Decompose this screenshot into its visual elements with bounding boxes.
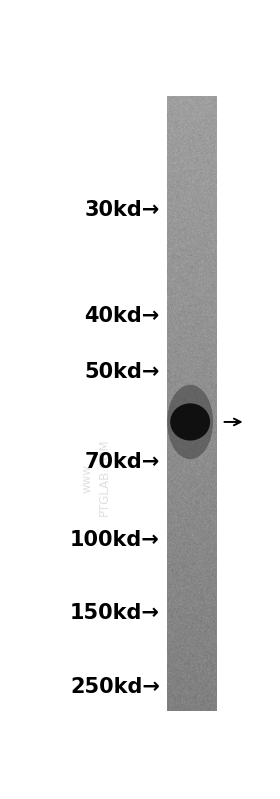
Text: 30kd→: 30kd→	[85, 200, 160, 220]
Text: 250kd→: 250kd→	[70, 677, 160, 697]
Text: 40kd→: 40kd→	[85, 306, 160, 326]
Text: www.
PTGLAB.COM: www. PTGLAB.COM	[81, 439, 111, 516]
Text: 50kd→: 50kd→	[84, 361, 160, 381]
Ellipse shape	[170, 403, 210, 440]
Ellipse shape	[167, 385, 213, 459]
Text: 100kd→: 100kd→	[70, 530, 160, 550]
Text: 70kd→: 70kd→	[85, 452, 160, 472]
Text: 150kd→: 150kd→	[70, 602, 160, 622]
